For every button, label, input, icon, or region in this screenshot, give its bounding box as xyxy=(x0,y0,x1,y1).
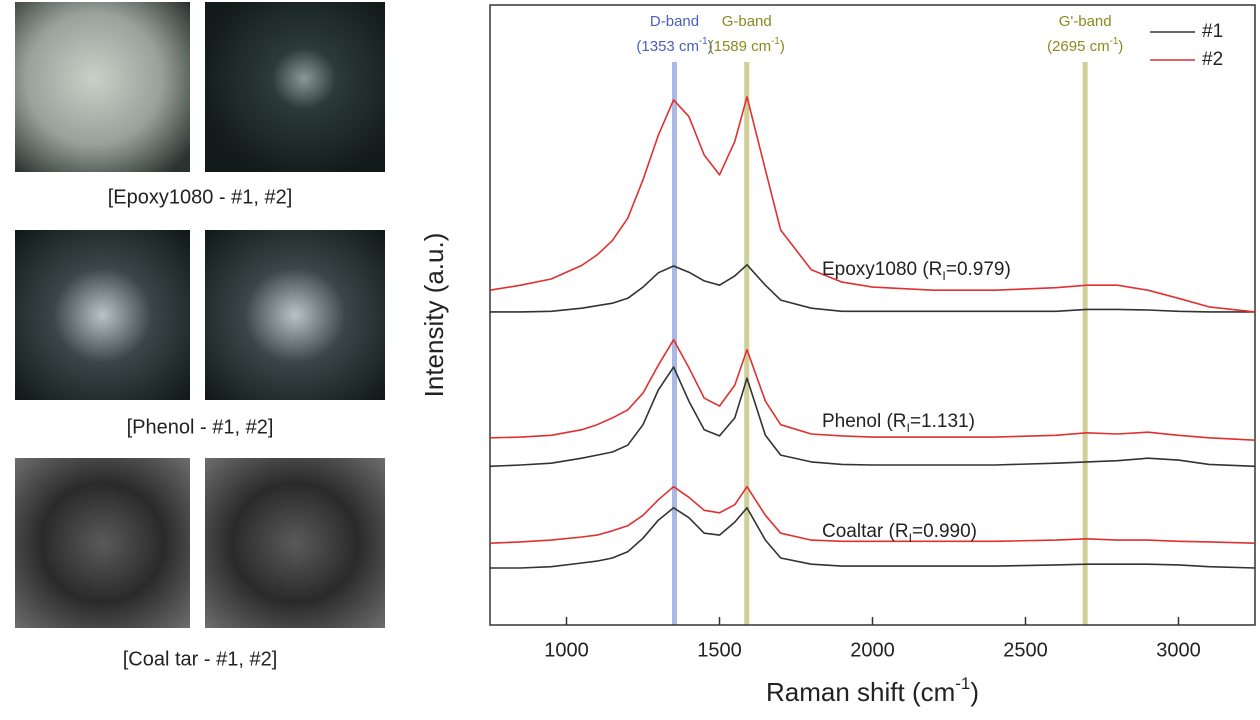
x-tick-label: 3000 xyxy=(1156,639,1201,661)
photo-panel: [Epoxy1080 - #1, #2] [Phenol - #1, #2] [… xyxy=(15,2,385,670)
x-tick-label: 1500 xyxy=(697,639,742,661)
band-position: (2695 cm-1) xyxy=(1047,36,1123,55)
sample-label-part: I xyxy=(942,269,945,283)
photo-caption: [Coal tar - #1, #2] xyxy=(123,648,278,670)
band-position-part: -1 xyxy=(771,36,780,47)
legend-label: #1 xyxy=(1202,21,1223,42)
band-name: D-band xyxy=(650,13,699,30)
spectrum-line xyxy=(489,366,1256,468)
spectrum-line xyxy=(490,264,1255,313)
sample-label: Coaltar (RI=0.990) xyxy=(822,521,977,545)
spectrum-line xyxy=(489,485,1256,544)
photo xyxy=(205,458,385,628)
photo xyxy=(15,458,190,628)
sample-label: Phenol (RI=1.131) xyxy=(822,411,975,435)
sample-label-part: =0.990) xyxy=(912,521,977,542)
band-name: G'-band xyxy=(1059,13,1112,30)
x-axis-label-part: -1 xyxy=(955,674,970,693)
sample-label-part: I xyxy=(909,531,912,545)
x-tick-label: 1000 xyxy=(544,639,589,661)
band-position-part: ) xyxy=(780,38,785,55)
photo xyxy=(15,230,190,400)
photo xyxy=(205,2,385,172)
band-position: (1353 cm-1) xyxy=(636,36,712,55)
band-position-part: (1589 cm xyxy=(709,38,772,55)
sample-label-part: Phenol (R xyxy=(822,411,907,432)
x-axis-label-part: Raman shift (cm xyxy=(766,677,955,707)
band-position: (1589 cm-1) xyxy=(709,36,785,55)
band-position-part: (2695 cm xyxy=(1047,38,1110,55)
sample-label-part: =0.979) xyxy=(946,259,1011,280)
x-tick-label: 2500 xyxy=(1003,639,1048,661)
photo xyxy=(205,230,385,400)
sample-label: Epoxy1080 (RI=0.979) xyxy=(822,259,1011,283)
photo xyxy=(15,2,190,172)
sample-label-part: =1.131) xyxy=(910,411,975,432)
band-position-part: (1353 cm xyxy=(636,38,699,55)
legend-label: #2 xyxy=(1202,49,1223,70)
sample-label-part: Epoxy1080 (R xyxy=(822,259,942,280)
x-axis-label-part: ) xyxy=(970,677,979,707)
spectrum-line xyxy=(489,96,1256,313)
band-name: G-band xyxy=(722,13,772,30)
band-position-part: ) xyxy=(1118,38,1123,55)
x-axis-label: Raman shift (cm-1) xyxy=(766,674,979,707)
sample-label-part: I xyxy=(907,421,910,435)
x-tick-label: 2000 xyxy=(850,639,895,661)
y-axis-label: Intensity (a.u.) xyxy=(419,233,449,398)
chart: D-band(1353 cm-1)G-band(1589 cm-1)G'-ban… xyxy=(419,4,1256,707)
spectrum-line xyxy=(490,507,1256,569)
sample-label-part: Coaltar (R xyxy=(822,521,909,542)
spectrum-line xyxy=(489,339,1256,441)
band-position-part: ) xyxy=(708,38,713,55)
photo-caption: [Phenol - #1, #2] xyxy=(127,416,274,438)
band-position-part: -1 xyxy=(699,36,708,47)
photo-caption: [Epoxy1080 - #1, #2] xyxy=(108,186,293,208)
band-position-part: -1 xyxy=(1110,36,1119,47)
